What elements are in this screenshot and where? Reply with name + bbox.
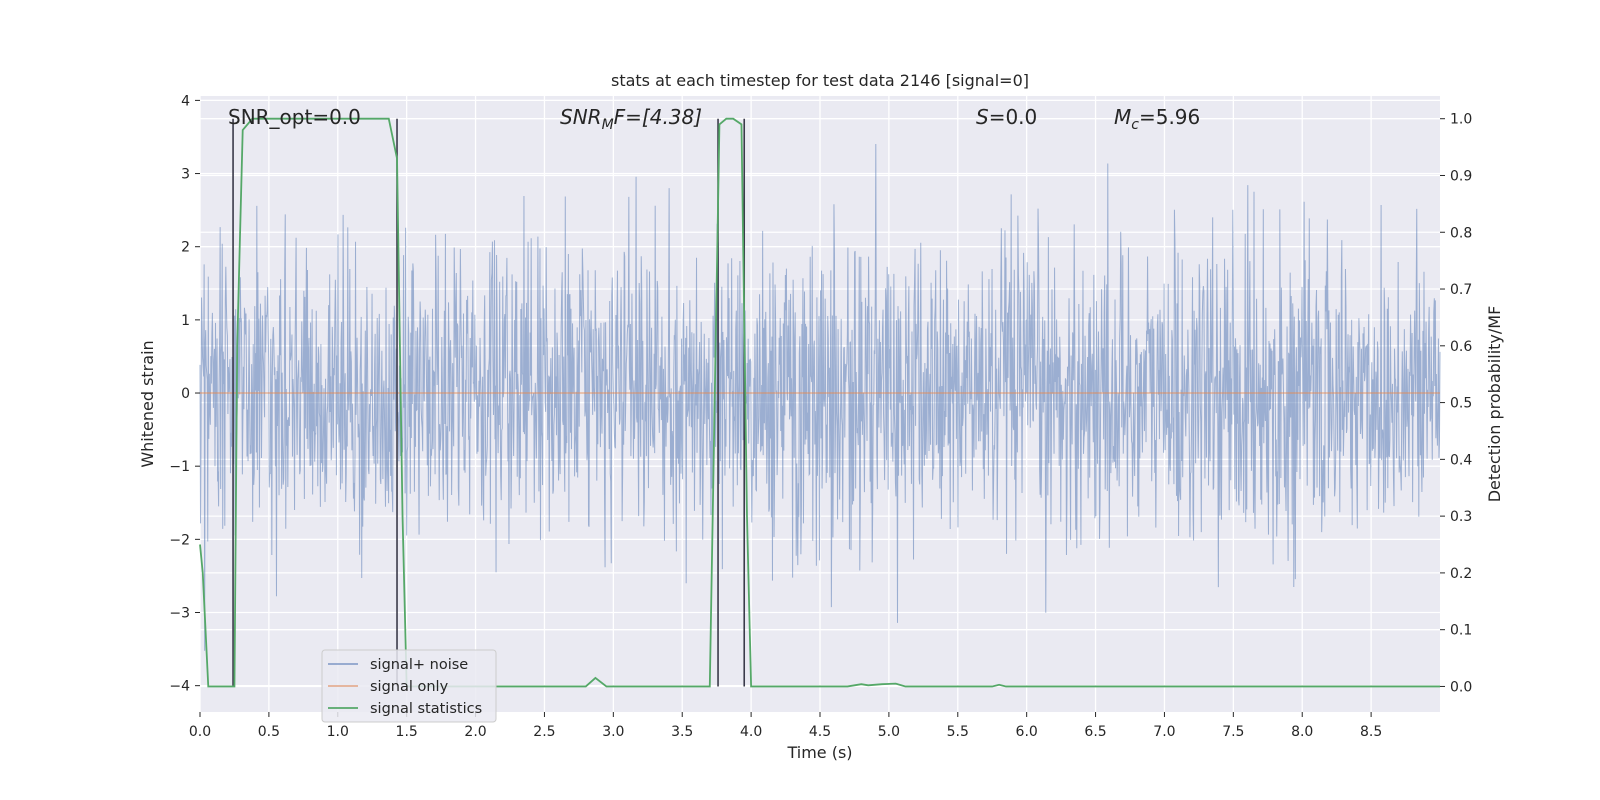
y-tick-label-right: 0.1: [1450, 623, 1472, 639]
x-tick-label: 8.0: [1291, 724, 1313, 740]
y-tick-label-right: 0.0: [1450, 679, 1472, 695]
y-tick-label-right: 0.8: [1450, 225, 1472, 241]
y-axis-label-left: Whitened strain: [138, 340, 157, 467]
y-tick-label-left: 1: [181, 313, 190, 329]
y-tick-label-left: −3: [169, 606, 190, 622]
x-tick-label: 4.5: [809, 724, 831, 740]
annotation-mc: Mc=5.96: [1114, 105, 1200, 133]
annotation-mc-symbol: M: [1114, 105, 1131, 129]
series-signal-noise: [199, 143, 1441, 651]
y-ticks-left: −4 −3 −2 −1 0 1 2 3 4: [169, 93, 200, 695]
y-tick-label-left: −1: [169, 459, 190, 475]
y-tick-label-left: 2: [181, 240, 190, 256]
legend-label-signal-statistics: signal statistics: [370, 701, 482, 717]
annotation-s: S=0.0: [976, 105, 1037, 129]
x-tick-label: 0.0: [189, 724, 211, 740]
annotation-snr-opt: SNR_opt=0.0: [228, 105, 361, 129]
y-tick-label-left: 3: [181, 167, 190, 183]
y-tick-label-left: −4: [169, 679, 190, 695]
x-tick-label: 5.5: [947, 724, 969, 740]
annotation-snr-mf: SNRMF=[4.38]: [560, 105, 702, 133]
legend: signal+ noise signal only signal statist…: [321, 649, 497, 723]
annotation-snr-mf-main: SNR: [560, 105, 602, 129]
y-tick-label-left: −2: [169, 532, 190, 548]
x-tick-label: 7.5: [1222, 724, 1244, 740]
x-ticks: 0.0 0.5 1.0 1.5 2.0 2.5 3.0 3.5 4.0 4.5 5.0 5.5 6.0 6…: [189, 712, 1382, 740]
x-tick-label: 2.0: [464, 724, 486, 740]
y-tick-label-left: 4: [181, 93, 190, 109]
x-tick-label: 6.5: [1084, 724, 1106, 740]
y-tick-label-right: 0.4: [1450, 452, 1472, 468]
x-tick-label: 1.5: [396, 724, 418, 740]
x-tick-label: 0.5: [258, 724, 280, 740]
y-axis-label-right: Detection probability/MF: [1485, 306, 1504, 503]
x-tick-label: 5.0: [878, 724, 900, 740]
legend-label-signal-noise: signal+ noise: [370, 657, 468, 673]
annotation-s-symbol: S: [976, 105, 989, 129]
y-tick-label-left: 0: [181, 386, 190, 402]
series-signal-statistics: [199, 117, 1440, 688]
annotation-snr-mf-f: F=[4.38]: [614, 105, 702, 129]
y-tick-label-right: 1.0: [1450, 112, 1472, 128]
y-tick-label-right: 0.3: [1450, 509, 1472, 525]
chart-title: stats at each timestep for test data 214…: [611, 71, 1029, 90]
x-tick-label: 3.5: [671, 724, 693, 740]
annotation-mc-sub: c: [1131, 117, 1139, 133]
x-axis-label: Time (s): [786, 743, 852, 762]
noise-trace: [199, 143, 1441, 651]
x-tick-label: 6.0: [1016, 724, 1038, 740]
legend-label-signal-only: signal only: [370, 679, 449, 695]
annotation-s-value: =0.0: [989, 105, 1038, 129]
y-tick-label-right: 0.2: [1450, 566, 1472, 582]
x-tick-label: 1.0: [327, 724, 349, 740]
legend-box: [321, 649, 497, 723]
x-tick-label: 8.5: [1360, 724, 1382, 740]
x-tick-label: 7.0: [1153, 724, 1175, 740]
annotation-snr-mf-sub: M: [602, 117, 614, 133]
y-tick-label-right: 0.7: [1450, 282, 1472, 298]
x-tick-label: 2.5: [533, 724, 555, 740]
y-tick-label-right: 0.6: [1450, 339, 1472, 355]
annotation-mc-value: =5.96: [1139, 105, 1200, 129]
y-tick-label-right: 0.5: [1450, 396, 1472, 412]
y-tick-label-right: 0.9: [1450, 168, 1472, 184]
x-tick-label: 3.0: [602, 724, 624, 740]
y-ticks-right: 0.0 0.1 0.2 0.3 0.4 0.5 0.6 0.7 0.8 0.9 1.0: [1440, 112, 1472, 695]
x-tick-label: 4.0: [740, 724, 762, 740]
